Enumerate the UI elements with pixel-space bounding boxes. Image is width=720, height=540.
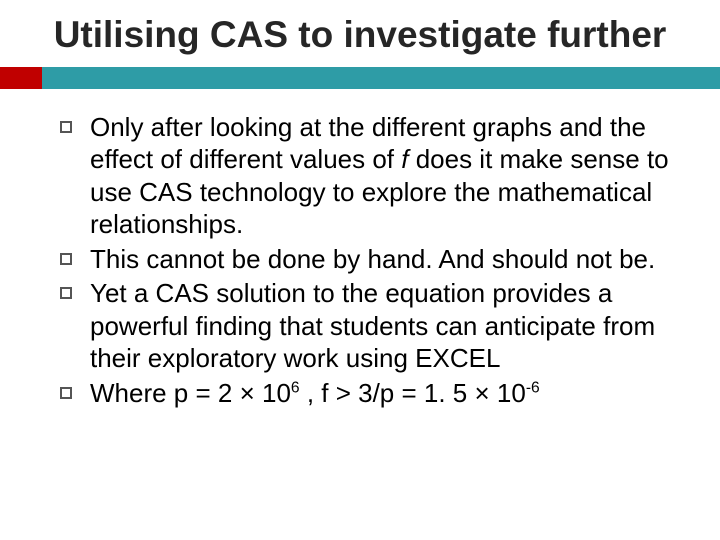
list-item: Only after looking at the different grap…: [60, 111, 670, 241]
text-segment: Yet a CAS solution to the equation provi…: [90, 278, 655, 373]
list-item: Where p = 2 × 106 , f > 3/p = 1. 5 × 10-…: [60, 377, 670, 410]
accent-bar: [0, 67, 720, 89]
content-area: Only after looking at the different grap…: [0, 89, 720, 410]
bullet-text: Yet a CAS solution to the equation provi…: [90, 277, 670, 375]
square-bullet-icon: [60, 287, 72, 299]
bullet-list: Only after looking at the different grap…: [60, 111, 670, 410]
accent-teal-segment: [42, 67, 720, 89]
text-segment: Where p = 2 × 10: [90, 378, 291, 408]
superscript: 6: [291, 379, 300, 396]
slide-title: Utilising CAS to investigate further: [40, 14, 680, 57]
square-bullet-icon: [60, 121, 72, 133]
bullet-text: Where p = 2 × 106 , f > 3/p = 1. 5 × 10-…: [90, 377, 670, 410]
square-bullet-icon: [60, 253, 72, 265]
bullet-text: This cannot be done by hand. And should …: [90, 243, 670, 276]
list-item: Yet a CAS solution to the equation provi…: [60, 277, 670, 375]
superscript: -6: [526, 379, 540, 396]
title-area: Utilising CAS to investigate further: [0, 0, 720, 67]
text-segment: , f > 3/p = 1. 5 × 10: [300, 378, 526, 408]
bullet-text: Only after looking at the different grap…: [90, 111, 670, 241]
list-item: This cannot be done by hand. And should …: [60, 243, 670, 276]
accent-red-segment: [0, 67, 42, 89]
text-segment: This cannot be done by hand. And should …: [90, 244, 655, 274]
square-bullet-icon: [60, 387, 72, 399]
